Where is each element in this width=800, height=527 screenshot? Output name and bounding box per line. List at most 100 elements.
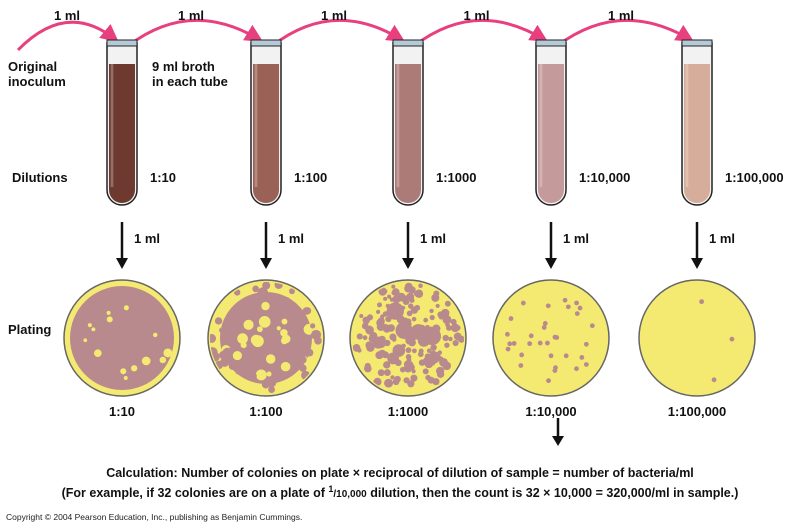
colony <box>423 317 429 323</box>
colony <box>232 305 241 313</box>
colony <box>298 355 307 364</box>
colony <box>511 341 517 346</box>
colony <box>711 377 717 383</box>
colony <box>409 297 415 303</box>
colony <box>408 286 416 294</box>
colony <box>437 311 444 318</box>
plating-arrow-1: 1 ml <box>116 222 160 269</box>
plating-arrow-5: 1 ml <box>691 222 735 269</box>
colony <box>403 378 409 383</box>
example-line-end: dilution, then the count is 32 × 10,000 … <box>367 486 739 500</box>
plate-5: 1:100,000 <box>638 279 756 419</box>
colony <box>425 374 431 381</box>
tube-5: 1:100,000 <box>681 39 784 206</box>
tube-3: 1:1000 <box>392 39 476 206</box>
colony <box>392 344 406 357</box>
colony <box>411 316 417 322</box>
colony <box>365 341 373 349</box>
colony <box>508 316 514 321</box>
broth-note-line2: in each tube <box>152 74 228 89</box>
dilution-ratio-label: 1:10,000 <box>579 170 630 185</box>
colony <box>377 369 385 377</box>
colony <box>261 380 270 389</box>
colony <box>268 386 275 393</box>
colony <box>542 320 548 326</box>
plate-2: 1:100 <box>207 279 325 419</box>
colony <box>257 287 269 298</box>
colony <box>410 324 427 340</box>
colony <box>389 297 394 302</box>
colony <box>375 351 384 360</box>
colony <box>410 306 419 314</box>
example-line-start: (For example, if 32 colonies are on a pl… <box>62 486 329 500</box>
colony <box>455 325 461 331</box>
plate-dilution-label: 1:100,000 <box>668 404 727 419</box>
colony <box>507 341 513 347</box>
colony <box>356 333 363 340</box>
transfer-arrow-1: 1 ml <box>16 8 119 52</box>
dilutions-label: Dilutions <box>12 170 68 185</box>
transfer-arrows: 1 ml 1 ml 1 ml 1 ml 1 ml <box>16 8 695 52</box>
colony <box>574 366 579 372</box>
colony <box>214 317 223 325</box>
dilution-ratio-label: 1:100,000 <box>725 170 784 185</box>
colony <box>562 297 568 303</box>
colony <box>442 334 449 342</box>
transfer-volume-label: 1 ml <box>463 8 489 23</box>
transfer-volume-label: 1 ml <box>608 8 634 23</box>
transfer-arrow-2: 1 ml <box>127 8 264 48</box>
plating-arrow-3: 1 ml <box>402 222 446 269</box>
colony <box>548 353 554 359</box>
colony <box>234 364 245 376</box>
colony <box>383 361 391 369</box>
colony <box>552 368 558 374</box>
colony <box>359 313 364 319</box>
plating-arrow-4: 1 ml <box>545 222 589 269</box>
colony <box>519 352 525 358</box>
colony <box>310 323 316 329</box>
transfer-volume-label: 1 ml <box>178 8 204 23</box>
colony <box>414 289 424 298</box>
example-line: (For example, if 32 colonies are on a pl… <box>62 484 739 500</box>
colony <box>448 336 453 342</box>
colony <box>291 367 297 373</box>
colony <box>699 299 705 305</box>
colony <box>527 341 533 347</box>
colony <box>394 375 401 383</box>
dilution-ratio-label: 1:10 <box>150 170 176 185</box>
transfer-arrow-3: 1 ml <box>271 8 406 48</box>
colony <box>252 285 259 293</box>
transfer-volume-label: 1 ml <box>321 8 347 23</box>
colony <box>407 361 414 368</box>
colony <box>418 283 423 289</box>
colony <box>382 288 388 294</box>
colony <box>429 308 434 314</box>
colony <box>390 375 395 380</box>
colony <box>299 364 307 372</box>
broth-note-line1: 9 ml broth <box>152 59 215 74</box>
colony <box>729 336 735 342</box>
colony <box>442 315 452 325</box>
colony <box>423 357 431 365</box>
colony <box>406 310 413 317</box>
colony <box>222 347 234 359</box>
colony <box>518 363 524 368</box>
fraction-denominator: /10,000 <box>333 489 367 500</box>
transfer-volume-label: 1 ml <box>54 8 80 23</box>
colony <box>391 284 396 289</box>
agar-plates: 1:10 1:100 1:1000 1:10,000 1:100,000 <box>63 279 756 419</box>
colony <box>435 303 440 308</box>
plated-volume-label: 1 ml <box>134 231 160 246</box>
colony <box>383 296 388 301</box>
plated-volume-label: 1 ml <box>420 231 446 246</box>
colony <box>537 340 543 346</box>
colony <box>384 378 394 388</box>
colony <box>431 293 440 302</box>
colony <box>377 302 382 308</box>
colony <box>381 351 389 359</box>
plate-3: 1:1000 <box>349 279 467 419</box>
colony <box>429 314 435 321</box>
colony <box>391 337 397 342</box>
colony <box>313 332 320 338</box>
